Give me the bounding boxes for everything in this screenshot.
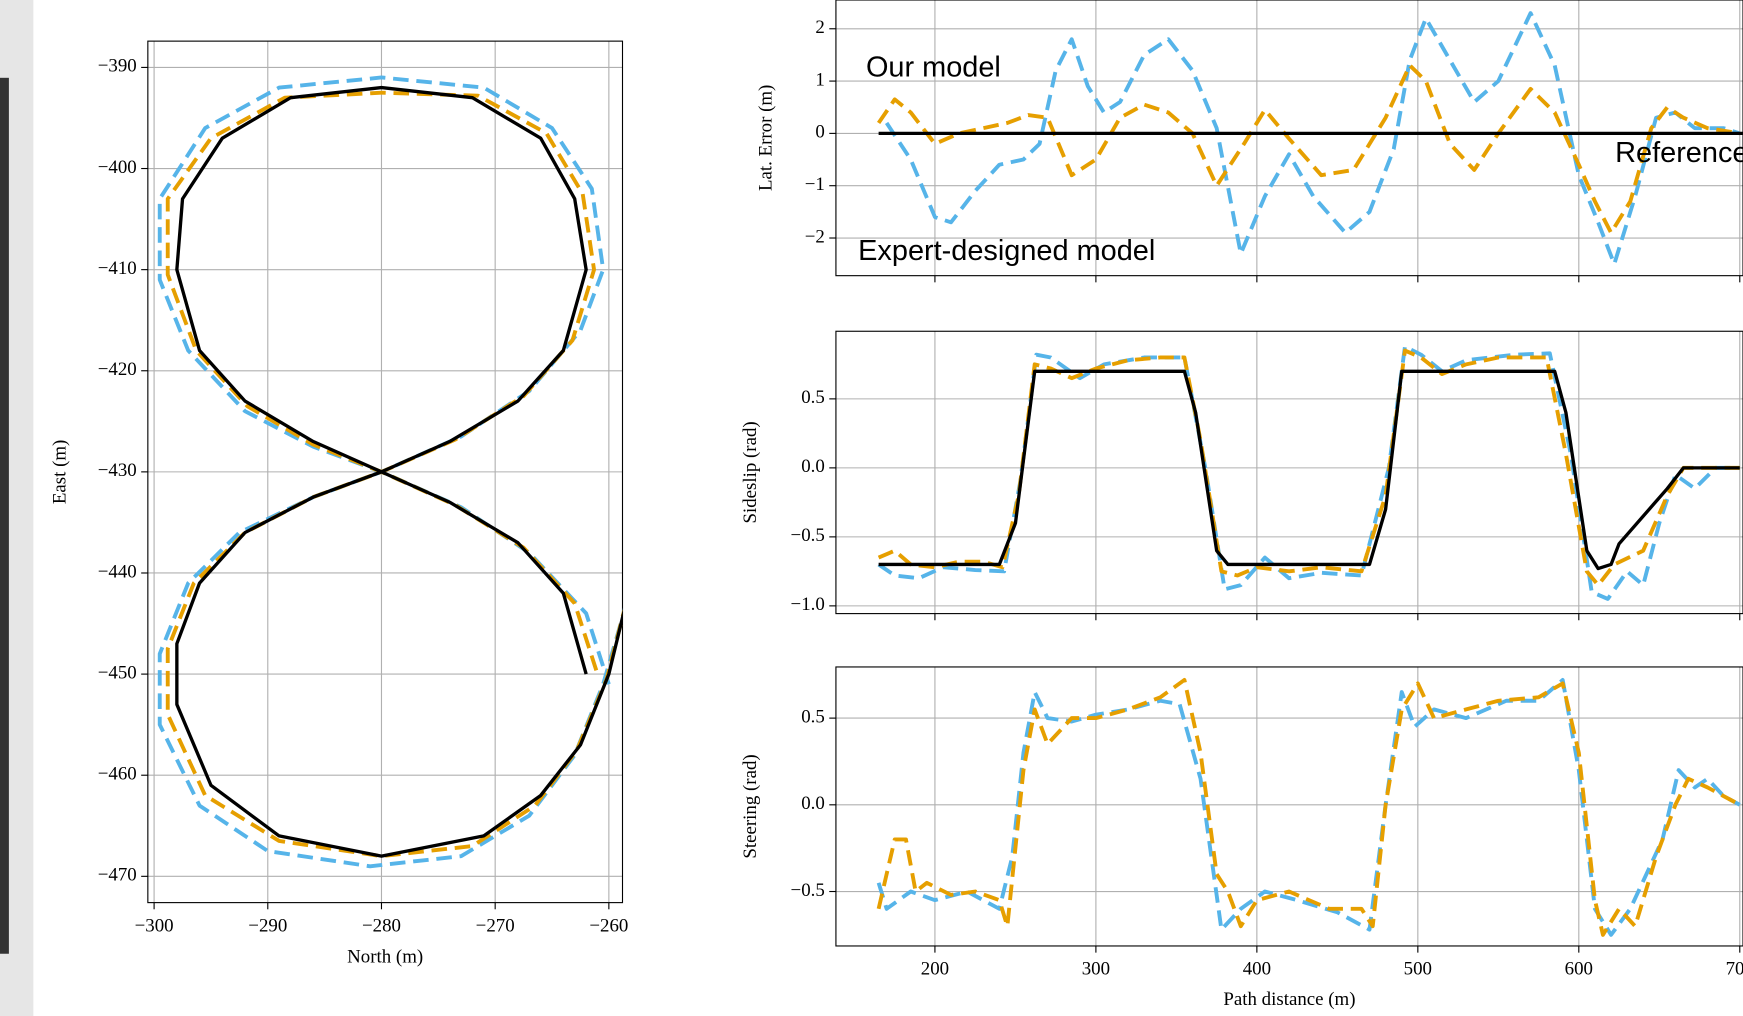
- plot-frame: [835, 666, 1743, 947]
- x-tick-label: 200: [921, 959, 949, 980]
- y-tick-label: −440: [98, 561, 137, 582]
- y-tick-label: −390: [98, 56, 137, 77]
- x-tick-label: 500: [1404, 959, 1432, 980]
- x-tick-label: −280: [362, 915, 401, 936]
- y-tick-label: −0.5: [791, 525, 825, 546]
- series-line: [876, 678, 1741, 937]
- y-tick-label: −410: [98, 258, 137, 279]
- x-tick-label: 400: [1243, 959, 1271, 980]
- y-tick-label: 0.0: [801, 456, 825, 477]
- x-tick-label: 700: [1726, 959, 1743, 980]
- chart: −2 −1 0 1 2 Lat. Error (m) Expert-designed mod…: [755, 0, 1743, 283]
- plot-frame: [147, 40, 624, 904]
- y-axis-label: East (m): [49, 440, 70, 504]
- series-line: [877, 63, 1741, 235]
- x-axis-label: Path distance (m): [1223, 989, 1355, 1010]
- series-line: [877, 348, 1740, 588]
- series-line: [878, 369, 1740, 571]
- y-axis-label: Sideslip (rad): [740, 421, 761, 523]
- x-tick-label: −270: [476, 915, 515, 936]
- x-tick-label: −300: [135, 915, 174, 936]
- y-tick-label: 0.0: [801, 793, 825, 814]
- y-tick-label: −430: [98, 460, 137, 481]
- x-tick-label: −260: [589, 915, 628, 936]
- y-tick-label: −470: [98, 865, 137, 886]
- y-tick-label: 0.5: [801, 387, 825, 408]
- series-line: [884, 11, 1741, 267]
- series-line: [175, 85, 623, 858]
- chart: −1.0 −0.5 0.0 0.5 Sideslip (rad): [740, 330, 1743, 621]
- y-tick-label: −460: [98, 764, 137, 785]
- x-tick-label: −290: [248, 915, 287, 936]
- series-label: Expert-designed model: [858, 235, 1155, 267]
- chart: 200 300 400 500 600 700 −0.5 0.0 0.5 Path distanc…: [740, 666, 1743, 1010]
- y-tick-label: 0.5: [801, 706, 825, 727]
- y-axis-label: Lat. Error (m): [755, 85, 776, 191]
- y-tick-label: −450: [98, 662, 137, 683]
- x-axis-label: North (m): [347, 947, 423, 968]
- plot-frame: [835, 0, 1743, 277]
- y-axis-label: Steering (rad): [740, 754, 761, 858]
- series-label: Our model: [866, 52, 1001, 84]
- chart: −300 −290 −280 −270 −260 −470 −460 −450 −440 −430…: [49, 40, 628, 968]
- y-tick-label: −1: [805, 174, 825, 195]
- x-tick-label: 300: [1082, 959, 1110, 980]
- series-label: Reference: [1615, 137, 1743, 169]
- y-tick-label: −400: [98, 157, 137, 178]
- y-tick-label: 2: [815, 17, 824, 38]
- series-line: [165, 90, 623, 859]
- y-tick-label: −0.5: [791, 880, 825, 901]
- y-tick-label: −1.0: [791, 594, 825, 615]
- series-line: [876, 678, 1741, 937]
- x-tick-label: 600: [1565, 959, 1593, 980]
- y-tick-label: −420: [98, 359, 137, 380]
- plot-frame: [835, 330, 1743, 615]
- y-tick-label: −2: [805, 226, 825, 247]
- y-tick-label: 1: [815, 69, 824, 90]
- side-image: [0, 77, 9, 954]
- y-tick-label: 0: [815, 122, 824, 143]
